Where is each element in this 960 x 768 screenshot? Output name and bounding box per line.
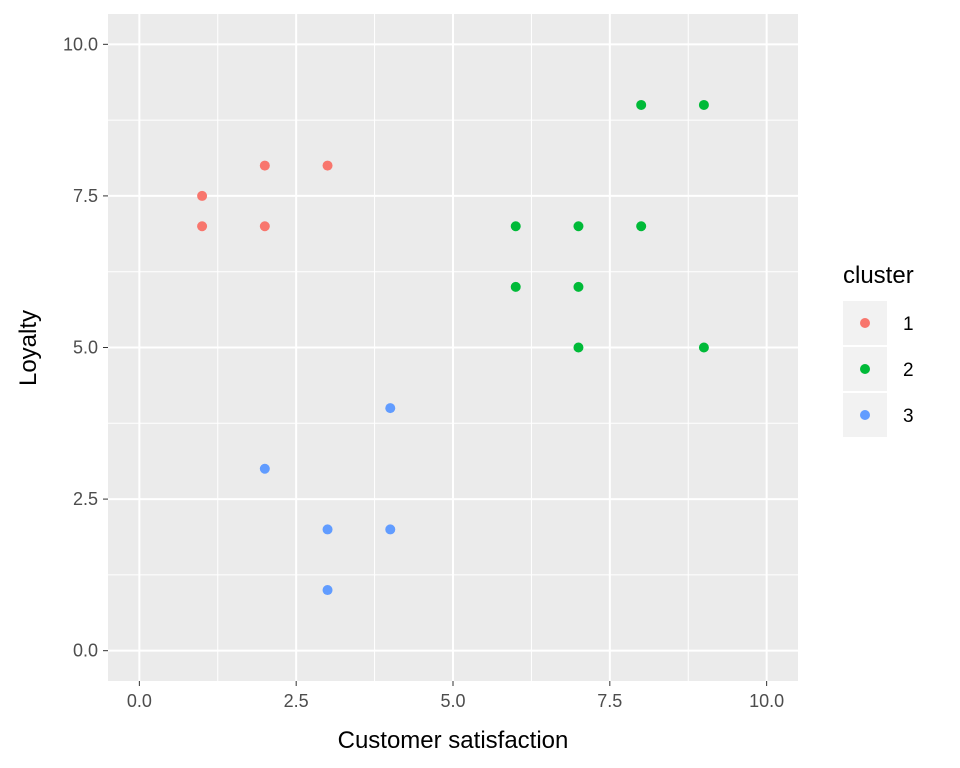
legend-key-point: [860, 410, 870, 420]
y-tick-label: 10.0: [63, 34, 98, 54]
data-point-cluster-2: [573, 281, 584, 292]
data-point-cluster-2: [636, 221, 647, 232]
y-tick-label: 5.0: [73, 338, 98, 358]
data-point-cluster-2: [573, 342, 584, 353]
y-axis-title: Loyalty: [15, 310, 42, 386]
x-axis-ticks: 0.0 2.5 5.0 7.5 10.0: [127, 681, 784, 711]
data-point-cluster-2: [636, 99, 647, 110]
x-tick-label: 2.5: [284, 691, 309, 711]
legend-title: cluster: [843, 262, 914, 289]
data-point-cluster-1: [259, 221, 270, 232]
data-point-cluster-1: [322, 160, 333, 171]
legend-label: 1: [903, 314, 914, 335]
data-point-cluster-1: [259, 160, 270, 171]
legend: cluster 1 2 3: [843, 262, 914, 437]
y-tick-label: 0.0: [73, 641, 98, 661]
x-axis-title: Customer satisfaction: [338, 727, 569, 754]
legend-items: 1 2 3: [843, 301, 914, 437]
data-point-cluster-3: [322, 524, 333, 535]
data-point-cluster-2: [698, 342, 709, 353]
data-point-cluster-3: [385, 403, 396, 414]
data-point-cluster-3: [259, 463, 270, 474]
x-tick-label: 5.0: [440, 691, 465, 711]
major-gridlines: [108, 14, 798, 681]
data-points: [197, 99, 709, 596]
legend-label: 3: [903, 406, 914, 427]
data-point-cluster-2: [573, 221, 584, 232]
data-point-cluster-3: [385, 524, 396, 535]
y-axis-ticks: 0.0 2.5 5.0 7.5 10.0: [63, 34, 108, 661]
legend-label: 2: [903, 360, 914, 381]
y-tick-label: 7.5: [73, 186, 98, 206]
y-tick-label: 2.5: [73, 489, 98, 509]
legend-key-point: [860, 364, 870, 374]
x-tick-label: 7.5: [597, 691, 622, 711]
data-point-cluster-2: [698, 99, 709, 110]
data-point-cluster-2: [510, 281, 521, 292]
x-tick-label: 0.0: [127, 691, 152, 711]
data-point-cluster-1: [197, 221, 208, 232]
legend-key-point: [860, 318, 870, 328]
data-point-cluster-1: [197, 190, 208, 201]
data-point-cluster-2: [510, 221, 521, 232]
x-tick-label: 10.0: [749, 691, 784, 711]
data-point-cluster-3: [322, 585, 333, 596]
